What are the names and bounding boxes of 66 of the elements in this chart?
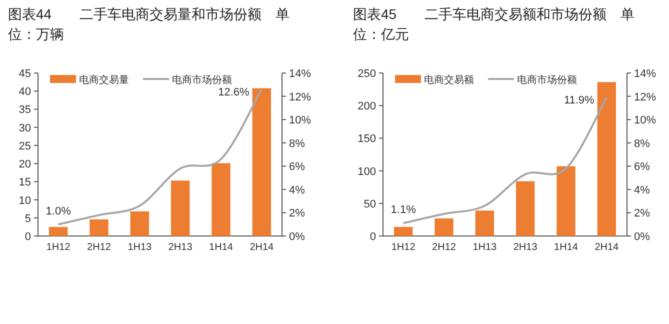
bar <box>48 226 68 236</box>
x-tick-label: 2H14 <box>594 242 620 253</box>
bar <box>90 219 108 236</box>
x-tick-label: 1H14 <box>554 242 578 253</box>
legend-label: 电商市场份额 <box>517 74 577 86</box>
bar <box>130 211 150 236</box>
y2-tick-label: 6% <box>634 161 650 174</box>
y2-tick-label: 12% <box>634 91 656 104</box>
y2-tick-label: 8% <box>634 138 650 150</box>
bar <box>394 226 413 236</box>
bar <box>212 163 230 236</box>
x-tick-label: 2H12 <box>432 242 456 253</box>
x-tick-label: 1H13 <box>128 242 152 253</box>
y2-tick-label: 2% <box>634 208 650 220</box>
y-tick-label: 30 <box>18 122 31 134</box>
legend-label: 电商交易量 <box>79 74 129 86</box>
y-tick-label: 40 <box>18 86 31 98</box>
x-tick-label: 2H13 <box>513 242 538 253</box>
y2-tick-label: 8% <box>289 138 306 150</box>
y2-tick-label: 10% <box>634 114 656 127</box>
x-tick-label: 1H12 <box>46 242 71 253</box>
y2-tick-label: 14% <box>289 68 312 80</box>
x-tick-label: 2H13 <box>168 242 193 253</box>
y-tick-label: 20 <box>18 158 31 171</box>
x-tick-label: 1H12 <box>391 242 416 253</box>
y2-tick-label: 4% <box>289 184 306 196</box>
data-label: 1.0% <box>46 205 72 218</box>
y-tick-label: 50 <box>364 198 376 210</box>
x-tick-label: 1H13 <box>472 242 498 253</box>
y-tick-label: 0 <box>24 231 31 243</box>
y-tick-label: 0 <box>370 231 376 243</box>
bar <box>475 210 494 236</box>
y-tick-label: 10 <box>18 194 31 207</box>
bar <box>516 181 535 236</box>
x-tick-label: 2H14 <box>250 242 274 253</box>
y2-tick-label: 0% <box>289 231 306 243</box>
bar <box>170 180 190 236</box>
bar <box>252 88 272 236</box>
data-label: 12.6% <box>218 86 250 98</box>
x-tick-label: 1H14 <box>209 242 234 253</box>
y-tick-label: 5 <box>24 212 31 225</box>
bar <box>597 82 616 236</box>
legend-label: 电商交易额 <box>424 74 474 86</box>
y2-tick-label: 6% <box>289 161 306 174</box>
y-tick-label: 15 <box>18 176 31 189</box>
bar <box>434 218 454 236</box>
y-tick-label: 200 <box>358 100 376 113</box>
y2-tick-label: 12% <box>289 91 312 104</box>
y-tick-label: 250 <box>358 68 376 80</box>
y2-tick-label: 10% <box>289 114 312 127</box>
chart-title: 图表44 二手车电商交易量和市场份额 单位：万辆 <box>8 5 291 44</box>
y-tick-label: 35 <box>18 104 31 116</box>
data-label: 1.1% <box>390 204 416 216</box>
legend-label: 电商市场份额 <box>172 74 232 86</box>
y2-tick-label: 0% <box>634 231 650 243</box>
x-tick-label: 2H12 <box>87 242 112 253</box>
y-tick-label: 25 <box>18 140 31 152</box>
data-label: 11.9% <box>564 94 595 106</box>
y2-tick-label: 4% <box>634 184 650 196</box>
y2-tick-label: 14% <box>634 68 656 80</box>
y-tick-label: 150 <box>358 133 376 146</box>
y-tick-label: 100 <box>358 166 376 178</box>
bar <box>556 166 576 236</box>
chart-title: 图表45 二手车电商交易额和市场份额 单位：亿元 <box>353 5 636 44</box>
y-tick-label: 45 <box>18 68 31 80</box>
y2-tick-label: 2% <box>289 208 306 220</box>
